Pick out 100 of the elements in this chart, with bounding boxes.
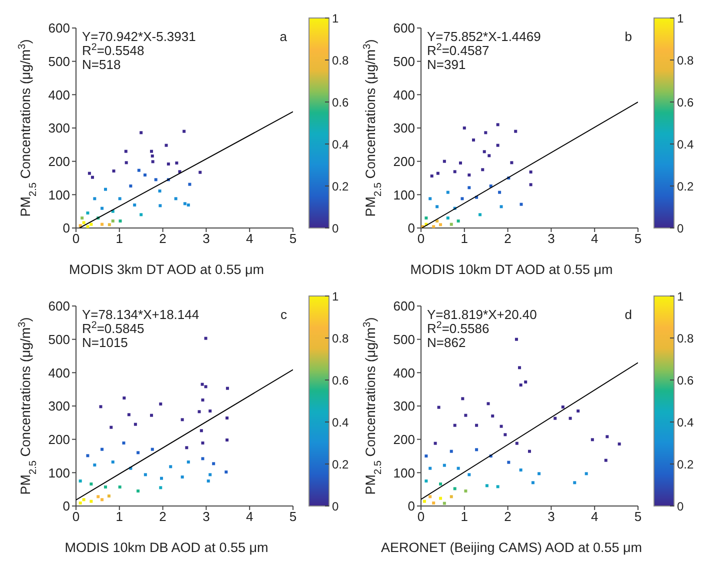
y-tick-label: 600 [48, 20, 70, 36]
point [88, 172, 91, 175]
point [100, 222, 104, 226]
point [180, 476, 184, 478]
y-tick-label: 500 [393, 332, 415, 347]
point [185, 446, 188, 450]
x-axis-title: AERONET (Beijing CAMS) AOD at 0.55 μm [380, 540, 642, 555]
y-tick-label: 200 [393, 432, 415, 447]
point [472, 138, 476, 142]
point [100, 206, 104, 210]
annotation: R$^{2}$=0.5845 [82, 320, 144, 336]
point [160, 476, 163, 480]
point [554, 416, 557, 420]
point [491, 414, 494, 418]
point [136, 490, 140, 492]
point [500, 424, 503, 428]
point [436, 205, 439, 208]
point [200, 382, 204, 386]
y-tick-label: 400 [393, 365, 415, 380]
point [468, 473, 471, 476]
point [164, 144, 168, 147]
annotation: b [624, 29, 632, 44]
annotation: N=1015 [82, 335, 128, 350]
point [450, 450, 453, 453]
point [201, 442, 204, 444]
point [111, 460, 114, 464]
point [428, 197, 432, 200]
color-bar-label: 0.2 [677, 180, 694, 194]
x-tick-label: 0 [417, 509, 425, 524]
point [129, 184, 132, 188]
point [80, 216, 84, 220]
color-bar-label: 0.8 [332, 54, 350, 68]
y-tick-label: 0 [62, 220, 70, 236]
point [514, 338, 518, 341]
point [432, 225, 436, 228]
y-tick-label: 200 [393, 154, 415, 169]
x-tick-label: 2 [504, 231, 512, 246]
color-bar-label: 0.8 [677, 54, 694, 68]
point [524, 380, 528, 384]
point [453, 487, 456, 490]
color-bar-label: 0 [332, 222, 339, 236]
point [568, 416, 572, 420]
y-tick-label: 300 [48, 120, 70, 136]
point [606, 435, 609, 438]
point [86, 212, 90, 214]
point [573, 481, 576, 484]
point [531, 481, 534, 484]
point [86, 454, 90, 458]
y-tick-label: 0 [408, 220, 415, 236]
color-bar-label: 1 [332, 290, 339, 304]
point [78, 480, 82, 482]
point [158, 190, 162, 192]
color-bar-label: 0.4 [332, 416, 350, 430]
annotation: d [624, 307, 632, 322]
point [538, 472, 541, 476]
point [122, 396, 126, 400]
point [514, 130, 518, 133]
point [178, 170, 182, 174]
point [468, 174, 471, 176]
point [468, 186, 471, 190]
point [453, 170, 456, 174]
y-tick-label: 300 [48, 398, 70, 414]
x-tick-label: 5 [634, 231, 642, 246]
point [519, 384, 522, 386]
y-tick-label: 400 [48, 87, 70, 102]
color-bar-label: 0 [677, 222, 684, 236]
color-bar-label: 0.4 [677, 416, 694, 430]
y-tick-label: 100 [48, 187, 70, 202]
point [151, 160, 154, 164]
y-tick-label: 200 [48, 154, 70, 169]
point [204, 385, 208, 388]
point [450, 495, 453, 498]
x-tick-label: 1 [116, 231, 124, 246]
point [439, 482, 442, 486]
point [208, 473, 212, 476]
annotation: a [280, 29, 288, 44]
point [437, 406, 440, 409]
point [110, 426, 113, 429]
point [118, 486, 122, 488]
point [462, 126, 466, 130]
x-tick-label: 1 [116, 509, 124, 524]
point [159, 486, 162, 490]
point [529, 170, 532, 174]
point [182, 130, 186, 133]
x-tick-label: 0 [72, 231, 80, 246]
color-bar-label: 0.4 [332, 138, 350, 152]
point [122, 442, 126, 444]
annotation: c [280, 307, 288, 322]
point [464, 414, 468, 417]
point [428, 466, 432, 470]
point [137, 168, 140, 172]
point [150, 154, 154, 158]
point [188, 182, 192, 186]
point [186, 204, 190, 206]
point [482, 150, 486, 154]
point [439, 223, 442, 226]
point [107, 494, 110, 498]
point [204, 336, 208, 340]
point [136, 451, 140, 454]
point [422, 500, 426, 503]
